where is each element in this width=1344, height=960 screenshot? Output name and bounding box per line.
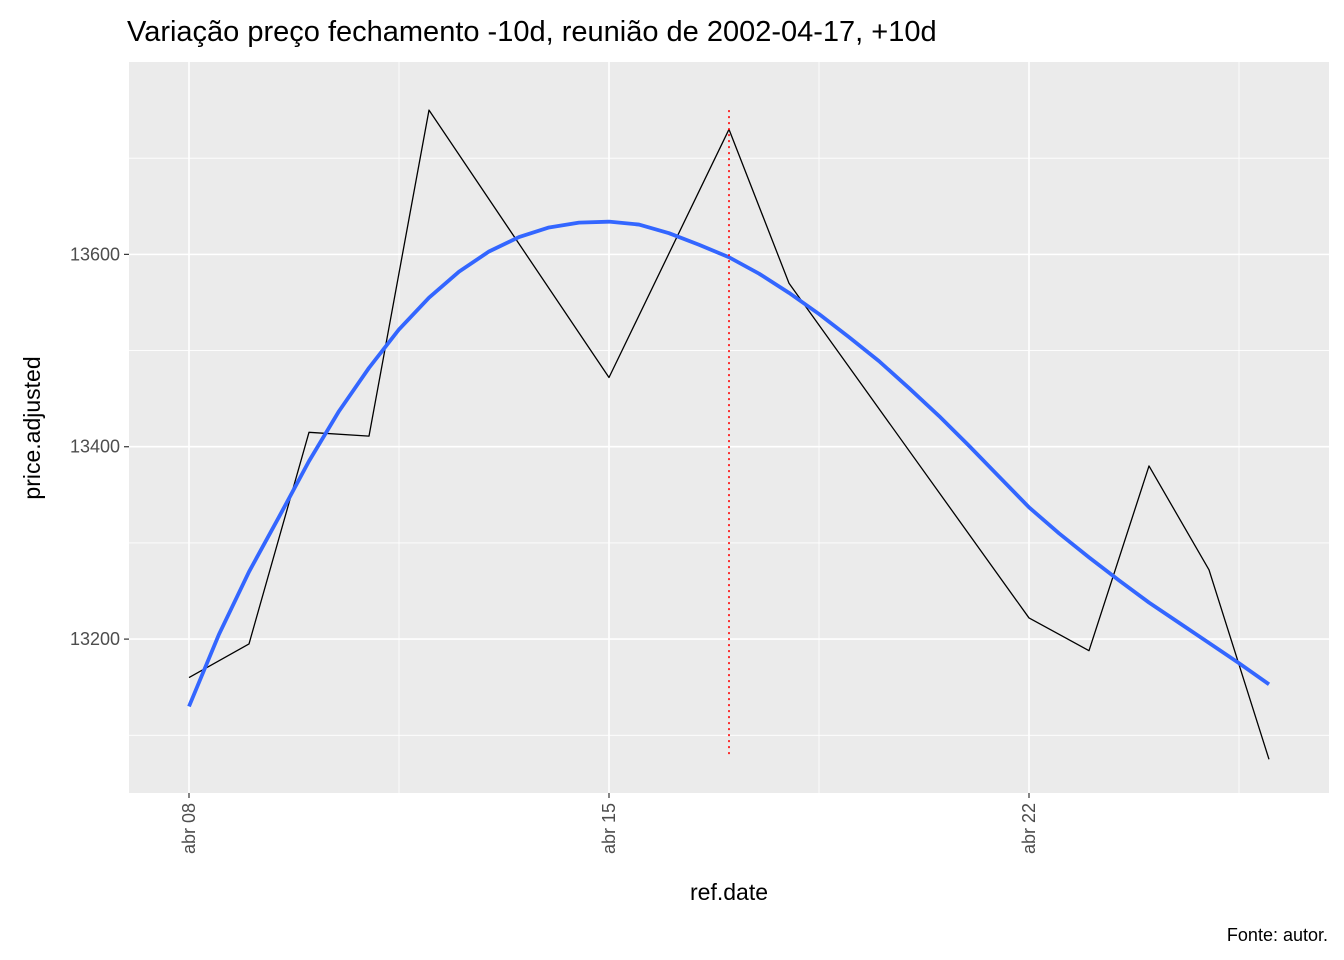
smooth-line xyxy=(187,219,1271,708)
x-tick-label: abr 15 xyxy=(599,803,619,854)
y-tick-label: 13200 xyxy=(70,629,120,649)
x-tick-label: abr 08 xyxy=(179,803,199,854)
x-tick-label: abr 22 xyxy=(1019,803,1039,854)
x-axis-ticks: abr 08 abr 15 abr 22 xyxy=(179,793,1039,854)
x-axis-title: ref.date xyxy=(690,879,768,905)
y-axis-ticks: 13200 13400 13600 xyxy=(70,244,129,649)
series-layer xyxy=(187,109,1271,760)
chart-title: Variação preço fechamento -10d, reunião … xyxy=(127,16,937,48)
caption: Fonte: autor. xyxy=(1227,925,1328,945)
y-axis-title: price.adjusted xyxy=(19,356,45,499)
y-tick-label: 13600 xyxy=(70,244,120,264)
y-tick-label: 13400 xyxy=(70,437,120,457)
